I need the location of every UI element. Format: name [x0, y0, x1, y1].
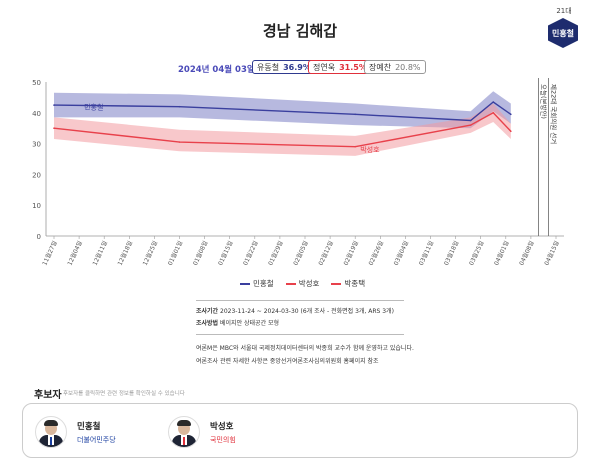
x-tick-label: 01월01일: [166, 239, 184, 266]
x-tick-label: 03월04일: [392, 239, 410, 266]
x-tick-label: 02월19일: [342, 239, 360, 266]
x-tick-label: 12월11일: [91, 239, 109, 266]
confidence-band: [54, 91, 511, 129]
survey-method-label: 조사방법: [196, 320, 219, 327]
divider: [196, 300, 404, 301]
data-point: [510, 130, 512, 133]
x-tick-label: 04월08일: [517, 239, 535, 266]
legend-swatch: [285, 282, 296, 285]
x-tick-label: 04월01일: [492, 239, 510, 266]
data-point: [178, 141, 181, 143]
series-line: [53, 101, 512, 122]
candidate-name: 민홍철: [77, 421, 101, 432]
legend-item: 박종택: [331, 278, 365, 289]
y-tick-label: 40: [32, 110, 41, 118]
candidate-party: 국민의힘: [210, 435, 236, 444]
poll-pill-name: 장예찬: [369, 62, 392, 72]
confidence-band: [54, 103, 511, 156]
poll-pill-pct: 36.9%: [283, 62, 311, 72]
survey-method: 조사방법 베이지안 상태공간 모형: [196, 318, 426, 329]
data-point: [510, 113, 512, 116]
x-tick-label: 03월18일: [442, 239, 460, 266]
data-point: [178, 105, 181, 108]
x-tick-label: 01월15일: [216, 239, 234, 266]
poll-pill-1[interactable]: 유동철 36.9%: [252, 60, 316, 74]
badge-name: 민홍철: [548, 18, 578, 48]
event-label: 오늘(본방안): [539, 84, 548, 119]
x-tick-label: 01월22일: [241, 239, 259, 266]
survey-method-value: 베이지안 상태공간 모형: [220, 320, 280, 327]
y-tick-label: 30: [32, 141, 41, 149]
candidate-card[interactable]: 박성호 국민의힘: [168, 416, 236, 448]
x-tick-label: 01월29일: [266, 239, 284, 266]
series-label: 민홍철: [84, 103, 103, 112]
poll-pill-pct: 20.8%: [395, 62, 421, 72]
data-point: [354, 145, 357, 148]
poll-pill-name: 정연욱: [313, 62, 336, 72]
candidates-heading: 후보자: [34, 390, 62, 401]
legend-label: 민홍철: [253, 279, 274, 288]
x-tick-label: 12월25일: [141, 239, 159, 266]
data-point: [53, 127, 55, 129]
poll-trend-chart: 0 10 20 30 40 50 11월27일 12월04일 12월11일 12월18일 12월25…: [32, 78, 564, 267]
page-title: 경남 김해갑: [262, 22, 338, 40]
legend-swatch: [331, 282, 342, 285]
reference-note: 여론조사 관련 자세한 사항은 중앙선거여론조사심의위원회 홈페이지 참조: [196, 358, 379, 365]
data-point: [492, 101, 495, 103]
x-tick-label: 03월11일: [417, 239, 435, 266]
legend-swatch: [240, 282, 250, 285]
poll-date: 2024년 04월 03일: [178, 65, 255, 75]
x-tick-label: 02월05일: [291, 239, 309, 266]
legend-label: 박종택: [344, 279, 366, 288]
series-line: [53, 111, 512, 148]
chart-legend: 민홍철 박성호 박종택: [240, 278, 365, 289]
x-tick-label: 01월08일: [191, 239, 209, 266]
x-tick-label: 12월18일: [116, 239, 134, 266]
x-tick-label: 04월15일: [542, 239, 560, 266]
poll-pill-name: 유동철: [257, 62, 280, 72]
x-tick-label: 03월25일: [467, 239, 485, 266]
poll-pill-pct: 31.5%: [339, 62, 367, 72]
y-tick-label: 20: [32, 171, 41, 179]
candidates-subtext: 후보자를 클릭하면 관련 정보를 확인하실 수 있습니다: [63, 391, 185, 397]
data-point: [53, 104, 55, 106]
y-tick-label: 50: [32, 79, 41, 87]
x-tick-label: 02월26일: [367, 239, 385, 266]
survey-period-value: 2023-11-24 ~ 2024-03-30 (6개 조사 - 전화면접 3개…: [220, 308, 394, 315]
event-label: 제22대 국회의원 선거: [549, 84, 558, 144]
data-point: [469, 119, 472, 122]
y-tick-label: 10: [32, 202, 41, 210]
about-note: 여론M은 MBC와 서울대 국제정치데이터센터의 박종희 교수가 함께 운영하고…: [196, 345, 414, 352]
x-tick-label: 02월12일: [317, 239, 335, 266]
series-label: 박성호: [360, 145, 380, 154]
avatar: [168, 416, 200, 448]
survey-period-label: 조사기간: [196, 308, 219, 315]
incumbent-badge[interactable]: 21대 민홍철: [548, 6, 580, 48]
legend-item: 민홍철: [240, 278, 274, 289]
avatar: [35, 416, 67, 448]
poll-pill-3[interactable]: 장예찬 20.8%: [364, 60, 426, 74]
data-point: [492, 112, 495, 114]
legend-label: 박성호: [298, 279, 320, 288]
x-tick-label: 11월27일: [40, 239, 58, 266]
data-point: [354, 113, 357, 116]
y-tick-label: 0: [37, 233, 41, 241]
candidates-panel: 민홍철 더불어민주당 박성호 국민의힘: [22, 403, 578, 458]
divider: [196, 334, 404, 335]
survey-period: 조사기간 2023-11-24 ~ 2024-03-30 (6개 조사 - 전화…: [196, 306, 426, 317]
data-point: [469, 124, 472, 126]
candidate-card[interactable]: 민홍철 더불어민주당: [35, 416, 116, 448]
x-tick-label: 12월04일: [66, 239, 84, 266]
poll-pill-2[interactable]: 정연욱 31.5%: [308, 60, 372, 74]
legend-item: 박성호: [285, 278, 320, 289]
badge-term-label: 21대: [556, 7, 572, 15]
candidate-party: 더불어민주당: [77, 435, 116, 444]
candidate-name: 박성호: [210, 421, 234, 432]
